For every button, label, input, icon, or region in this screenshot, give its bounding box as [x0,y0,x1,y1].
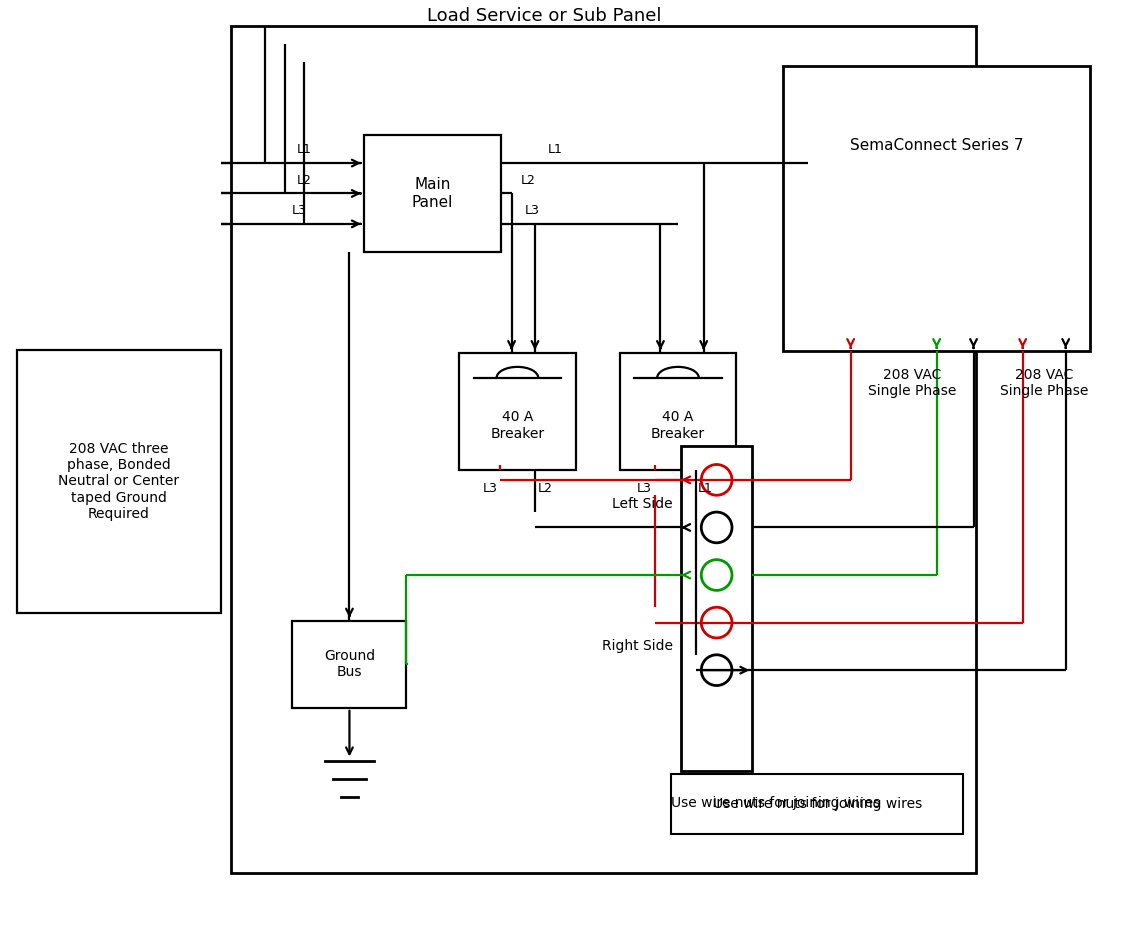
Bar [293,621,407,707]
Text: Right Side: Right Side [602,639,673,653]
Text: 208 VAC
Single Phase: 208 VAC Single Phase [868,367,956,398]
Bar [681,446,753,772]
Text: Left Side: Left Side [612,497,673,511]
Text: L2: L2 [297,173,312,186]
Bar [459,353,576,470]
Bar [17,350,221,612]
Bar [619,353,737,470]
Text: L2: L2 [521,173,536,186]
Text: L3: L3 [292,204,307,217]
Text: Load Service or Sub Panel: Load Service or Sub Panel [427,7,661,25]
Text: 40 A
Breaker: 40 A Breaker [490,410,545,441]
FancyBboxPatch shape [671,774,964,834]
Bar [783,65,1090,351]
Bar [364,135,501,252]
Text: L1: L1 [548,144,563,157]
Text: L1: L1 [297,144,312,157]
Text: L3: L3 [637,482,652,495]
Text: L2: L2 [538,482,553,495]
Text: 208 VAC three
phase, Bonded
Neutral or Center
taped Ground
Required: 208 VAC three phase, Bonded Neutral or C… [59,442,180,521]
Text: Use wire nuts for joining wires: Use wire nuts for joining wires [671,796,880,810]
Text: L3: L3 [524,204,540,217]
Text: L1: L1 [698,482,713,495]
Text: Use wire nuts for joining wires: Use wire nuts for joining wires [713,797,922,811]
Text: SemaConnect Series 7: SemaConnect Series 7 [850,138,1024,153]
Text: Main
Panel: Main Panel [411,177,453,210]
Text: L3: L3 [483,482,497,495]
Text: 208 VAC
Single Phase: 208 VAC Single Phase [1000,367,1088,398]
Bar [231,26,976,873]
Text: Ground
Bus: Ground Bus [324,649,375,679]
Text: 40 A
Breaker: 40 A Breaker [651,410,705,441]
